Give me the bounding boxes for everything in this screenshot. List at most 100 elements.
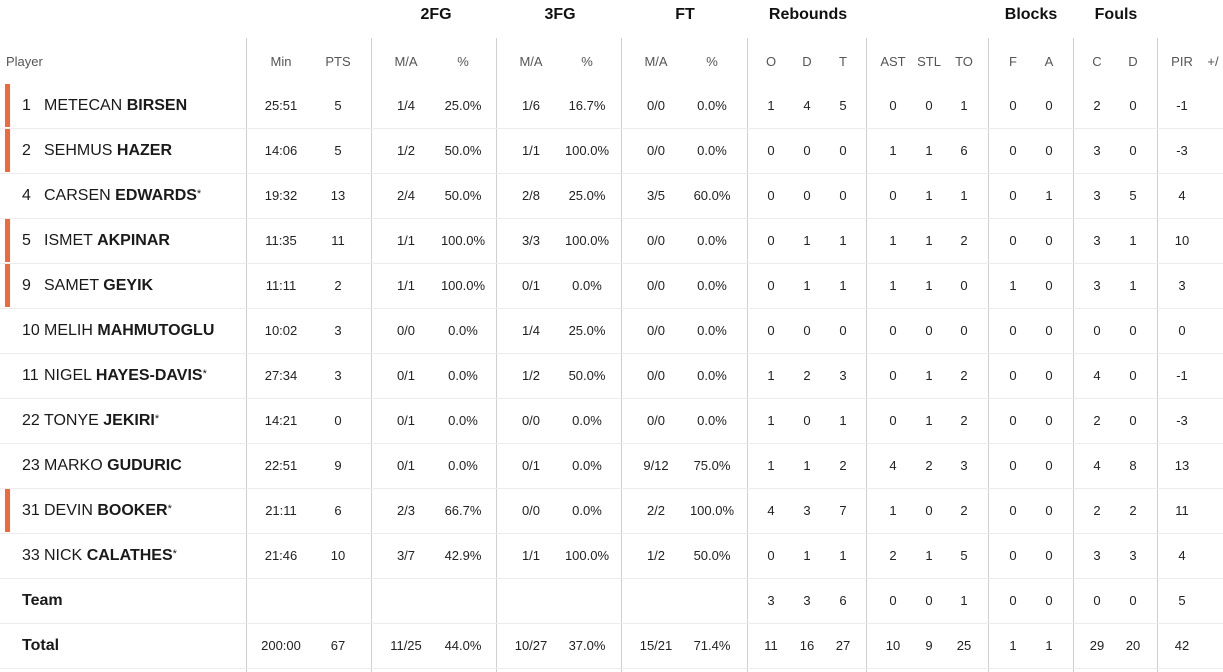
divider [1157, 38, 1158, 672]
divider [246, 38, 247, 672]
header-ft-pct[interactable]: % [706, 54, 718, 69]
star-marker: * [154, 413, 160, 425]
player-name-link[interactable]: 2 SEHMUS HAZER [22, 129, 172, 173]
header-pts[interactable]: PTS [325, 54, 351, 69]
stat-fd: 0 [1129, 368, 1137, 383]
group-rebounds: Rebounds [768, 6, 848, 23]
stat-ft: 0/0 [646, 233, 666, 248]
header-pir[interactable]: PIR [1171, 54, 1193, 69]
stat-fg3: 1/2 [521, 368, 541, 383]
stat-min: 11:35 [265, 233, 297, 248]
stat-pts: 5 [334, 98, 342, 113]
header-player[interactable]: Player [6, 54, 43, 69]
stat-pts: 6 [334, 503, 342, 518]
stat-d: 0 [803, 188, 811, 203]
header-foul-c[interactable]: C [1092, 54, 1102, 69]
player-name-link[interactable]: 4 CARSEN EDWARDS* [22, 174, 201, 218]
stat-fg3p: 100.0% [564, 143, 610, 158]
star-marker: * [167, 503, 172, 515]
stat-fc: 4 [1093, 458, 1101, 473]
player-name-link[interactable]: 5 ISMET AKPINAR [22, 219, 170, 263]
stat-stl: 1 [925, 413, 933, 428]
player-name-link[interactable]: 23 MARKO GUDURIC [22, 444, 182, 488]
player-name-link[interactable]: 11 NIGEL HAYES-DAVIS* [22, 354, 207, 398]
player-name-link[interactable]: 10 MELIH MAHMUTOGLU [22, 309, 214, 353]
header-3fg-ma[interactable]: M/A [519, 54, 543, 69]
header-2fg-pct[interactable]: % [457, 54, 469, 69]
stat-o: 0 [767, 548, 775, 563]
table-row: 9 SAMET GEYIK 11:11 2 1/1 100.0% 0/1 0.0% 0/0 0.0… [0, 264, 1223, 309]
stat-pts: 2 [334, 278, 342, 293]
header-ft-ma[interactable]: M/A [644, 54, 668, 69]
stat-ftp: 50.0% [693, 548, 731, 563]
stat-ft: 0/0 [646, 278, 666, 293]
stat-ast: 0 [889, 413, 897, 428]
player-last-name: EDWARDS [115, 187, 197, 204]
player-last-name: GUDURIC [107, 457, 182, 474]
player-first-name: MARKO [44, 457, 103, 474]
stat-d: 1 [803, 233, 811, 248]
header-min[interactable]: Min [270, 54, 292, 69]
header-foul-d[interactable]: D [1128, 54, 1138, 69]
stat-ast: 0 [889, 98, 897, 113]
player-name-link[interactable]: 1 METECAN BIRSEN [22, 84, 187, 128]
header-reb-t[interactable]: T [839, 54, 847, 69]
stat-to: 2 [960, 413, 968, 428]
header-blk-a[interactable]: A [1044, 54, 1054, 69]
stat-fg2p: 0.0% [448, 323, 478, 338]
stat-ft: 0/0 [646, 413, 666, 428]
stat-d: 1 [803, 278, 811, 293]
jersey-number: 4 [22, 187, 31, 204]
player-rows: 1 METECAN BIRSEN 25:51 5 1/4 25.0% 1/6 16.7% 0/0… [0, 84, 1223, 669]
stat-t: 0 [839, 143, 847, 158]
stat-fg3: 1/1 [521, 143, 541, 158]
player-name-link[interactable]: 31 DEVIN BOOKER* [22, 489, 172, 533]
stat-ft: 0/0 [646, 98, 666, 113]
stat-t: 2 [839, 458, 847, 473]
star-marker: * [196, 188, 202, 200]
stat-stl: 1 [925, 278, 933, 293]
stat-pir: 3 [1178, 278, 1186, 293]
header-stl[interactable]: STL [917, 54, 941, 69]
stat-ba: 0 [1045, 368, 1053, 383]
stat-pir: 13 [1174, 458, 1190, 473]
stat-fg2: 0/1 [396, 413, 416, 428]
stat-min: 21:11 [265, 503, 297, 518]
stat-fg3p: 25.0% [568, 188, 606, 203]
header-plus-minus[interactable]: +/ [1207, 54, 1219, 69]
header-2fg-ma[interactable]: M/A [394, 54, 418, 69]
header-blk-f[interactable]: F [1009, 54, 1017, 69]
header-to[interactable]: TO [955, 54, 973, 69]
header-3fg-pct[interactable]: % [581, 54, 593, 69]
stat-pts: 9 [334, 458, 342, 473]
stat-stl: 1 [925, 188, 933, 203]
star-marker: * [172, 548, 177, 560]
stat-fd: 2 [1129, 503, 1137, 518]
stat-fg2: 1/1 [396, 233, 416, 248]
stat-t: 0 [839, 323, 847, 338]
stat-bf: 0 [1009, 548, 1017, 563]
stat-to: 2 [960, 368, 968, 383]
stat-fg3p: 25.0% [568, 323, 606, 338]
header-reb-o[interactable]: O [765, 54, 777, 69]
stat-fg2: 1/1 [396, 278, 416, 293]
stat-bf: 0 [1009, 368, 1017, 383]
stat-ftp: 0.0% [697, 233, 727, 248]
player-last-name: GEYIK [103, 277, 154, 294]
stat-d: 3 [803, 593, 811, 608]
player-name-link[interactable]: 33 NICK CALATHES* [22, 534, 177, 578]
player-name-link[interactable]: 9 SAMET GEYIK [22, 264, 153, 308]
stat-stl: 0 [925, 593, 933, 608]
stat-ba: 1 [1045, 638, 1053, 653]
stat-fg2p: 0.0% [448, 458, 478, 473]
stat-ast: 0 [889, 323, 897, 338]
player-last-name: HAZER [116, 142, 173, 159]
stat-fc: 2 [1093, 413, 1101, 428]
player-name-link[interactable]: 22 TONYE JEKIRI* [22, 399, 159, 443]
stat-fg2p: 0.0% [448, 368, 478, 383]
stat-ast: 1 [889, 278, 897, 293]
stat-fg3: 10/27 [514, 638, 548, 653]
header-ast[interactable]: AST [880, 54, 906, 69]
header-reb-d[interactable]: D [802, 54, 812, 69]
stat-d: 2 [803, 368, 811, 383]
